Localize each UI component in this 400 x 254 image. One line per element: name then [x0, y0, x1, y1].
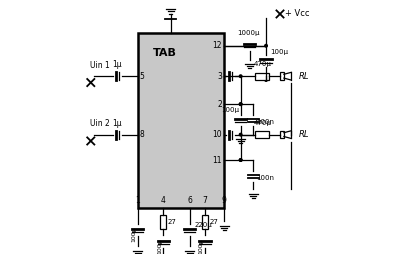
Bar: [255, 73, 269, 80]
Text: 100µ: 100µ: [221, 107, 239, 113]
Bar: [280, 72, 284, 80]
Text: 100µ: 100µ: [157, 238, 162, 254]
Circle shape: [239, 133, 242, 136]
Text: 100µ: 100µ: [271, 49, 289, 55]
Circle shape: [239, 103, 242, 105]
Text: 470µ: 470µ: [253, 61, 271, 67]
Circle shape: [239, 75, 242, 77]
Text: 5: 5: [140, 72, 145, 81]
Text: 2: 2: [217, 100, 222, 109]
Bar: [255, 131, 269, 138]
Text: 100n: 100n: [256, 119, 274, 125]
Text: + Vcc: + Vcc: [285, 9, 310, 19]
Bar: [202, 215, 208, 229]
Text: 100µ: 100µ: [199, 238, 204, 254]
Text: 1µ: 1µ: [113, 119, 122, 128]
Text: 9: 9: [222, 196, 226, 205]
Text: 1000µ: 1000µ: [237, 29, 260, 36]
Text: 220µ: 220µ: [194, 222, 212, 228]
Circle shape: [239, 103, 242, 105]
Text: RL: RL: [299, 130, 310, 139]
Bar: [138, 33, 224, 208]
Text: RL: RL: [299, 72, 310, 81]
Text: 100µ: 100µ: [132, 226, 136, 242]
Text: 10: 10: [212, 130, 222, 139]
Text: 8: 8: [140, 130, 144, 139]
Text: 3: 3: [217, 72, 222, 81]
Text: 27: 27: [210, 219, 218, 225]
Text: TAB: TAB: [153, 48, 177, 58]
Bar: [160, 215, 166, 229]
Text: 470µ: 470µ: [253, 120, 271, 126]
Text: 1: 1: [135, 196, 140, 205]
Text: 12: 12: [212, 41, 222, 50]
Circle shape: [265, 44, 267, 47]
Text: Uin 1: Uin 1: [90, 61, 109, 70]
Circle shape: [265, 75, 267, 77]
Circle shape: [239, 159, 242, 161]
Text: 27: 27: [168, 219, 177, 225]
Text: 100n: 100n: [256, 175, 274, 181]
Text: 7: 7: [203, 196, 208, 205]
Text: 6: 6: [188, 196, 192, 205]
Text: 11: 11: [212, 155, 222, 165]
Text: 1µ: 1µ: [113, 60, 122, 69]
Circle shape: [265, 79, 267, 81]
Circle shape: [239, 159, 242, 161]
Text: 4: 4: [161, 196, 166, 205]
Bar: [280, 131, 284, 138]
Text: Uin 2: Uin 2: [90, 119, 109, 128]
